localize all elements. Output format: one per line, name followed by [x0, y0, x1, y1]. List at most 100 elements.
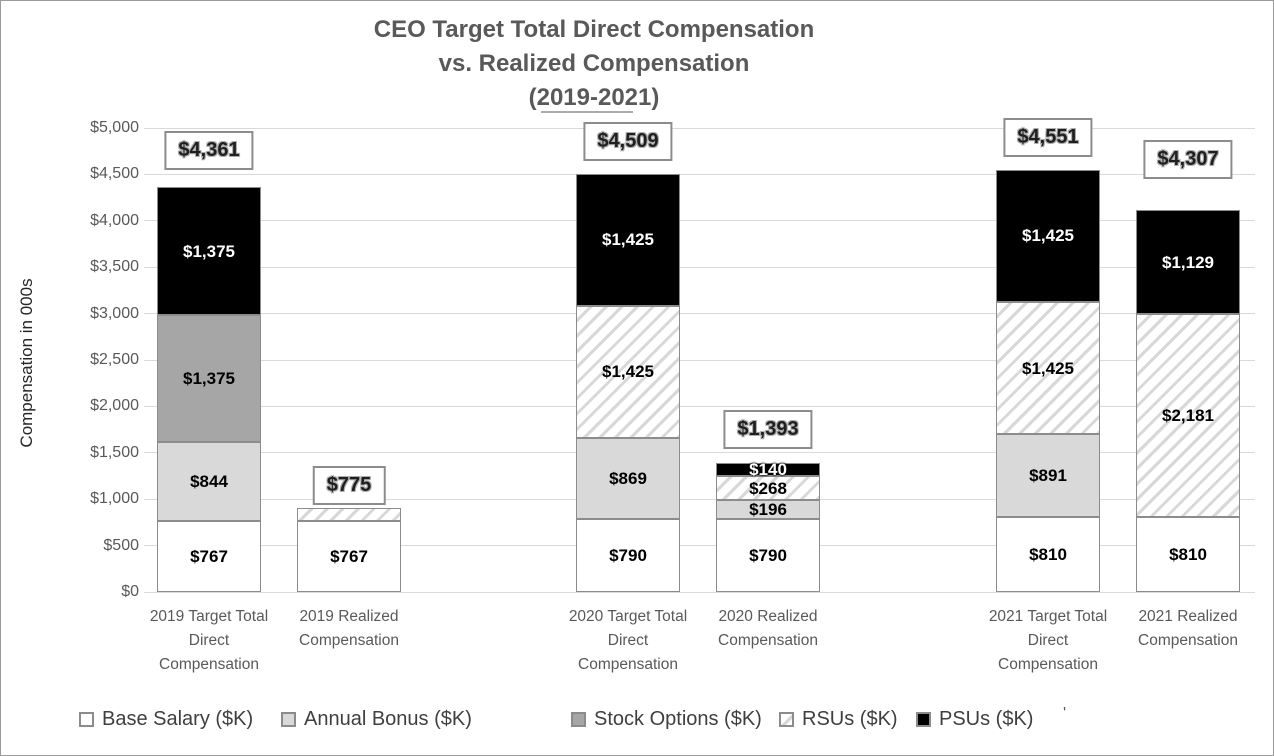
segment-2020-target-psus: $1,425 — [576, 173, 680, 306]
total-label-2019-target: $4,361 — [164, 131, 254, 171]
segment-label-2020-realized-psus: $140 — [749, 459, 787, 479]
gridline-5000 — [144, 127, 1255, 129]
bar-2019-realized: $767 — [297, 507, 401, 592]
segment-label-2021-realized-psus: $1,129 — [1162, 252, 1214, 272]
segment-2021-target-annual-bonus: $891 — [996, 434, 1100, 517]
bar-2021-target: $1,425 $1,425 $891 $810 — [996, 169, 1100, 592]
x-label-2020-realized: 2020 Realized Compensation — [718, 608, 818, 649]
gridline-4500 — [144, 173, 1255, 175]
gridline-3000 — [144, 313, 1255, 315]
gridline-4000 — [144, 220, 1255, 222]
segment-2021-realized-base-salary: $810 — [1136, 516, 1240, 592]
legend-item-base-salary: Base Salary ($K) — [79, 706, 253, 732]
gridline-2000 — [144, 405, 1255, 407]
legend-item-stock-options: Stock Options ($K) — [571, 706, 762, 732]
segment-2019-target-psus: $1,375 — [157, 187, 261, 315]
segment-2021-target-rsus: $1,425 — [996, 301, 1100, 435]
segment-label-2021-target-psus: $1,425 — [1022, 226, 1074, 246]
segment-2020-realized-annual-bonus: $196 — [716, 500, 820, 520]
total-label-2021-target: $4,551 — [1003, 117, 1093, 157]
segment-2021-target-base-salary: $810 — [996, 516, 1100, 592]
segment-2020-realized-rsus: $268 — [716, 475, 820, 501]
segment-label-2021-target-annual-bonus: $891 — [1029, 465, 1067, 485]
segment-2020-realized-base-salary: $790 — [716, 518, 820, 592]
segment-label-2021-realized-base-salary: $810 — [1169, 544, 1207, 564]
legend-label-rsus: RSUs ($K) — [802, 708, 898, 730]
y-tick-label: $4,500 — [90, 165, 139, 183]
segment-label-2020-target-rsus: $1,425 — [602, 362, 654, 382]
gridline-1500 — [144, 452, 1255, 454]
y-tick-label: $1,000 — [90, 490, 139, 508]
bar-2019-target: $1,375 $1,375 $844 $767 — [157, 187, 261, 592]
segment-label-2020-target-base-salary: $790 — [609, 545, 647, 565]
y-tick-label: $4,000 — [90, 211, 139, 229]
total-label-2019-realized: $775 — [312, 465, 386, 505]
legend-item-annual-bonus: Annual Bonus ($K) — [281, 706, 472, 732]
segment-label-2019-target-stock-options: $1,375 — [183, 369, 235, 389]
total-label-2020-realized: $1,393 — [723, 409, 813, 449]
bar-2020-target: $1,425 $1,425 $869 $790 — [576, 173, 680, 592]
y-tick-label: $0 — [121, 583, 139, 600]
segment-2020-target-annual-bonus: $869 — [576, 438, 680, 519]
bar-2021-realized: $1,129 $2,181 $810 — [1136, 209, 1240, 592]
gridline-500 — [144, 545, 1255, 547]
segment-2019-target-annual-bonus: $844 — [157, 442, 261, 521]
legend-label-annual-bonus: Annual Bonus ($K) — [304, 708, 472, 730]
segment-2021-realized-psus: $1,129 — [1136, 209, 1240, 315]
gridline-0 — [144, 591, 1255, 593]
total-label-2021-realized: $4,307 — [1143, 139, 1233, 179]
segment-label-2020-realized-rsus: $268 — [749, 478, 787, 498]
segment-label-2020-target-annual-bonus: $869 — [609, 468, 647, 488]
y-tick-label: $3,500 — [90, 258, 139, 276]
gridline-2500 — [144, 359, 1255, 361]
legend-label-base-salary: Base Salary ($K) — [102, 708, 254, 730]
segment-label-2021-realized-rsus: $2,181 — [1162, 406, 1214, 426]
x-label-2019-realized: 2019 Realized Compensation — [299, 608, 399, 649]
gridline-3500 — [144, 266, 1255, 268]
segment-label-2019-realized-base-salary: $767 — [330, 546, 368, 566]
segment-2021-realized-rsus: $2,181 — [1136, 314, 1240, 517]
gridline-1000 — [144, 498, 1255, 500]
segment-label-2019-target-annual-bonus: $844 — [190, 472, 228, 492]
segment-2019-realized-rsus — [297, 507, 401, 521]
y-tick-label: $5,000 — [90, 119, 139, 136]
segment-label-2019-target-psus: $1,375 — [183, 241, 235, 261]
segment-2020-realized-psus: $140 — [716, 459, 820, 479]
legend-item-rsus: RSUs ($K) — [779, 706, 898, 732]
legend-swatch-annual-bonus — [281, 711, 296, 727]
segment-2019-target-stock-options: $1,375 — [157, 314, 261, 443]
x-label-2021-target: 2021 Target Total Direct Compensation — [988, 608, 1108, 673]
legend-swatch-rsus — [779, 711, 794, 727]
legend-label-psus: PSUs ($K) — [939, 708, 1034, 730]
segment-label-2020-realized-annual-bonus: $196 — [749, 500, 787, 520]
y-axis-title: Compensation in 000s — [17, 278, 36, 448]
y-tick-label: $3,000 — [90, 304, 139, 322]
stray-mark: ' — [1063, 705, 1067, 722]
y-tick-label: $1,500 — [90, 443, 139, 461]
segment-2020-target-base-salary: $790 — [576, 518, 680, 592]
legend-label-stock-options: Stock Options ($K) — [594, 708, 762, 730]
segment-2020-target-rsus: $1,425 — [576, 305, 680, 439]
y-tick-label: $2,000 — [90, 397, 139, 415]
legend-swatch-stock-options — [571, 711, 586, 727]
segment-label-2020-realized-base-salary: $790 — [749, 545, 787, 565]
chart-title: CEO Target Total Direct Compensation vs.… — [373, 16, 815, 111]
x-label-2020-target: 2020 Target Total Direct Compensation — [568, 608, 688, 673]
legend-item-psus: PSUs ($K) — [916, 706, 1033, 732]
segment-label-2019-target-base-salary: $767 — [190, 546, 228, 566]
segment-2019-target-base-salary: $767 — [157, 520, 261, 592]
segment-2019-realized-base-salary: $767 — [297, 520, 401, 592]
segment-label-2021-target-rsus: $1,425 — [1022, 358, 1074, 378]
legend-swatch-psus — [916, 711, 931, 727]
title-underline — [541, 111, 633, 113]
segment-2021-target-psus: $1,425 — [996, 169, 1100, 302]
legend-swatch-base-salary — [79, 711, 94, 727]
segment-label-2021-target-base-salary: $810 — [1029, 544, 1067, 564]
total-label-2020-target: $4,509 — [583, 121, 673, 161]
x-label-2019-target: 2019 Target Total Direct Compensation — [149, 608, 269, 673]
segment-label-2020-target-psus: $1,425 — [602, 230, 654, 250]
y-tick-label: $500 — [103, 536, 139, 554]
x-label-2021-realized: 2021 Realized Compensation — [1138, 608, 1238, 649]
y-tick-label: $2,500 — [90, 351, 139, 368]
